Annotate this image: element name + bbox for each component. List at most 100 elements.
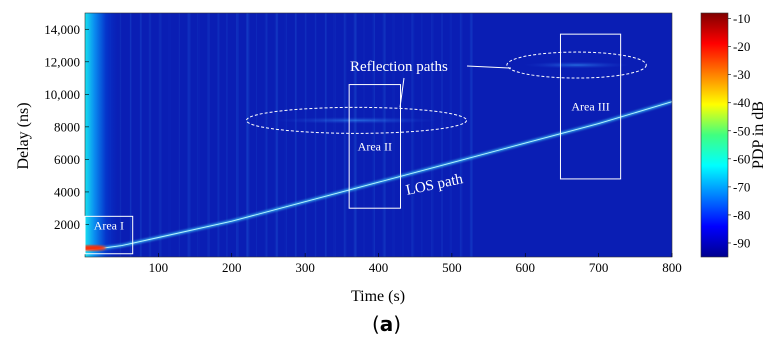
y-tick-label: 10,000: [44, 87, 80, 102]
streak: [392, 13, 393, 257]
streak: [158, 13, 161, 257]
streak: [441, 13, 444, 257]
y-tick-label: 4000: [54, 184, 80, 199]
x-tick-label: 300: [295, 260, 315, 275]
reflection-trace: [522, 61, 631, 69]
colorbar-tick-label: -70: [733, 179, 750, 194]
streak: [451, 13, 452, 257]
colorbar-tick-label: -90: [733, 235, 750, 250]
streak: [198, 13, 200, 257]
streak: [256, 13, 257, 257]
reflection-trace: [271, 116, 442, 124]
x-tick-label: 500: [442, 260, 462, 275]
figure-caption: (a): [0, 312, 773, 336]
streak: [140, 13, 141, 257]
streak: [471, 13, 474, 257]
x-tick-label: 200: [222, 260, 242, 275]
streak: [461, 13, 463, 257]
streak: [412, 13, 415, 257]
streak: [343, 13, 345, 257]
streak: [294, 13, 297, 257]
heatmap-background: [85, 13, 672, 257]
streak: [402, 13, 404, 257]
reflection-ellipse: [245, 106, 468, 134]
streak: [149, 13, 151, 257]
y-tick-label: 6000: [54, 152, 80, 167]
colorbar-scale: [700, 12, 729, 258]
streak: [422, 13, 423, 257]
reflection-paths-label: Reflection paths: [350, 59, 448, 75]
streak: [217, 13, 220, 257]
colorbar: -10 -20 -30 -40 -50 -60 -70 -80 -90 PDP in dB: [700, 11, 767, 258]
streak: [449, 13, 451, 257]
streak: [227, 13, 228, 257]
streak: [324, 13, 327, 257]
streak: [284, 13, 286, 257]
colorbar-label: PDP in dB: [750, 101, 767, 169]
streak: [325, 13, 327, 257]
streak: [188, 13, 191, 257]
streak: [305, 13, 306, 257]
area-i-box: [84, 215, 134, 255]
streak: [315, 13, 317, 257]
streak: [345, 13, 347, 257]
streak: [363, 13, 365, 257]
area-label: Area I: [94, 218, 124, 232]
streak: [246, 13, 249, 257]
x-tick-label: 400: [369, 260, 389, 275]
streak: [150, 13, 152, 257]
streak: [333, 13, 335, 257]
x-tick-label: 800: [662, 260, 682, 275]
y-tick-label: 2000: [54, 217, 80, 232]
reflection-ellipse: [506, 51, 647, 79]
streak: [170, 13, 171, 257]
y-tick-label: 8000: [54, 119, 80, 134]
reflection-leader-line: [399, 77, 405, 108]
streak: [208, 13, 210, 257]
streak: [314, 13, 316, 257]
y-axis-title: Delay (ns): [15, 102, 32, 169]
area-label: Area II: [358, 139, 392, 153]
streak: [383, 13, 386, 257]
streak: [431, 13, 433, 257]
x-tick-label: 700: [589, 260, 609, 275]
streak: [168, 13, 170, 257]
streak: [355, 13, 357, 257]
streak: [197, 13, 198, 257]
streak: [264, 13, 267, 257]
streak: [119, 13, 121, 257]
streak: [226, 13, 227, 257]
streak: [274, 13, 277, 257]
streak: [236, 13, 238, 257]
streak: [129, 13, 132, 257]
x-axis-title: Time (s): [351, 288, 405, 305]
caption-letter: a: [379, 312, 394, 336]
streak: [139, 13, 142, 257]
streak: [353, 13, 356, 257]
streak: [295, 13, 297, 257]
x-tick-label: 100: [149, 260, 169, 275]
caption-open: (: [371, 312, 380, 336]
colorbar-tick-label: -40: [733, 95, 750, 110]
streak: [469, 13, 472, 257]
y-tick-label: 14,000: [44, 22, 80, 37]
area-ii-box: [348, 84, 402, 209]
streak: [382, 13, 385, 257]
streak: [373, 13, 375, 257]
los-path-hotspot: [85, 245, 106, 251]
y-tick-label: 12,000: [44, 54, 80, 69]
area-label: Area III: [571, 100, 609, 114]
y-axis-ticks: 2000 4000 6000 8000 10,000 12,000 14,000: [44, 22, 89, 232]
colorbar-ticks: -10 -20 -30 -40 -50 -60 -70 -80 -90: [728, 11, 750, 250]
colorbar-tick-label: -50: [733, 123, 750, 138]
streak: [247, 13, 250, 257]
area-iii-box: [559, 33, 622, 180]
streak: [421, 13, 422, 257]
streak: [372, 13, 374, 257]
streak: [178, 13, 180, 257]
streak: [160, 13, 162, 257]
streak: [335, 13, 336, 257]
colorbar-tick-label: -60: [733, 151, 750, 166]
streak: [276, 13, 279, 257]
